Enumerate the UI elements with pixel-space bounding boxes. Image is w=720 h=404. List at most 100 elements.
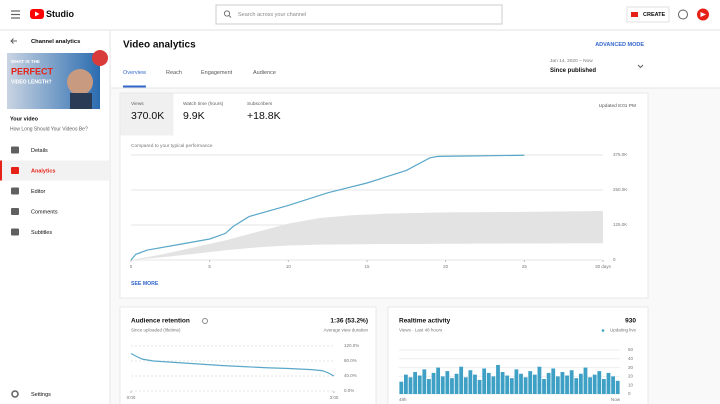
retention-value-label: Average view duration xyxy=(324,328,369,333)
nav-item[interactable]: Details xyxy=(31,148,48,154)
bar xyxy=(477,379,482,394)
x-end-label: Now xyxy=(611,397,621,402)
nav-icon xyxy=(11,228,19,236)
y-tick-label: 20 xyxy=(628,374,634,379)
bar xyxy=(560,372,565,394)
help-button[interactable] xyxy=(678,9,688,20)
bar xyxy=(491,376,496,394)
nav: Details Analytics Editor Comments Subtitles xyxy=(0,146,110,236)
realtime-subtitle[interactable]: Views · Last 48 hours xyxy=(399,328,443,333)
compare-note: Compared to your typical performance xyxy=(131,143,213,149)
card-title: Audience retention xyxy=(131,318,190,325)
bar xyxy=(597,371,602,394)
bar xyxy=(496,364,500,394)
info-icon[interactable] xyxy=(202,318,208,324)
retention-card xyxy=(119,306,377,404)
bar xyxy=(514,369,519,394)
settings-link[interactable]: Settings xyxy=(31,392,51,398)
bar xyxy=(542,379,546,394)
card-title: Realtime activity xyxy=(399,318,451,325)
logo-text[interactable]: Studio xyxy=(46,9,74,19)
create-label[interactable]: CREATE xyxy=(643,12,666,18)
bar xyxy=(606,372,611,394)
search-icon-handle xyxy=(228,15,232,18)
tab[interactable]: Reach xyxy=(166,70,182,76)
period-dropdown[interactable] xyxy=(637,64,644,69)
bar xyxy=(440,376,445,394)
bar xyxy=(546,372,551,394)
y-tick-label: 10 xyxy=(628,382,634,387)
metric-label[interactable]: Subscribers xyxy=(247,101,273,107)
x-tick-label: 20 xyxy=(443,264,449,269)
nav-item[interactable]: Comments xyxy=(31,209,58,215)
see-more-link[interactable]: SEE MORE xyxy=(131,281,159,287)
header xyxy=(111,31,720,88)
bar xyxy=(450,378,454,394)
x-tick-label: 15 xyxy=(364,264,370,269)
nav-icon xyxy=(11,208,19,215)
tab[interactable]: Audience xyxy=(253,70,276,76)
live-label: Updating live xyxy=(610,328,637,333)
nav-item[interactable]: Editor xyxy=(31,189,46,195)
create-button[interactable] xyxy=(626,6,670,23)
nav-item[interactable]: Analytics xyxy=(31,168,55,174)
metric-value[interactable]: +18.8K xyxy=(247,110,281,122)
bar xyxy=(459,366,464,394)
bar xyxy=(601,379,606,394)
sidebar-header: Channel analytics xyxy=(31,39,80,45)
thumbnail-badge xyxy=(92,50,108,66)
date-range[interactable]: Jan 14, 2020 – Now xyxy=(550,58,593,64)
metric-value[interactable]: 9.9K xyxy=(183,110,205,122)
bar xyxy=(436,367,441,394)
y-tick-label: 0 xyxy=(628,391,631,396)
bar xyxy=(509,378,514,394)
bar xyxy=(417,375,422,394)
nav-active-bar xyxy=(0,160,2,181)
bar xyxy=(569,370,574,394)
data-line xyxy=(130,352,335,377)
nav-icon xyxy=(11,187,19,195)
card-subtitle: Since uploaded (lifetime) xyxy=(131,328,181,333)
bar xyxy=(551,368,556,394)
tab[interactable]: Overview xyxy=(123,70,146,76)
advanced-mode-link[interactable]: ADVANCED MODE xyxy=(595,42,644,48)
bar xyxy=(500,372,505,394)
bar xyxy=(519,373,523,394)
period[interactable]: Since published xyxy=(550,68,596,74)
realtime-value: 930 xyxy=(625,318,636,325)
bar xyxy=(523,377,528,394)
y-tick-label: 125.0K xyxy=(613,222,627,227)
metric-selected-bg xyxy=(120,93,174,136)
y-tick-label: 0 xyxy=(613,257,616,262)
bar xyxy=(611,376,615,394)
bar xyxy=(537,366,542,394)
bar xyxy=(528,371,533,394)
video-title: How Long Should Your Videos Be? xyxy=(10,126,88,132)
x-tick-label: 5 xyxy=(208,264,211,269)
tab[interactable]: Engagement xyxy=(201,70,233,76)
search-icon xyxy=(223,10,231,17)
x-tick-label: 30 days xyxy=(595,264,612,269)
bar xyxy=(565,375,569,394)
y-tick-label: 30 xyxy=(628,365,634,370)
search-placeholder: Search across your channel xyxy=(238,12,306,18)
bar xyxy=(473,374,477,394)
page-title: Video analytics xyxy=(123,40,196,51)
tabs: Overview Reach Engagement Audience xyxy=(123,70,276,88)
search-box[interactable] xyxy=(215,4,503,25)
bar xyxy=(445,371,450,394)
bar xyxy=(505,375,510,394)
bar xyxy=(486,372,491,394)
thumbnail-line: WHAT IS THE xyxy=(11,59,40,64)
metric-value[interactable]: 370.0K xyxy=(131,110,164,122)
live-dot xyxy=(601,329,605,332)
y-tick-label: 80.0% xyxy=(344,358,357,363)
metric-label[interactable]: Watch time (hours) xyxy=(183,101,224,107)
menu-button[interactable] xyxy=(11,10,20,19)
nav-item[interactable]: Subtitles xyxy=(31,230,52,236)
metric-label[interactable]: Views xyxy=(131,101,144,107)
back-button[interactable] xyxy=(10,38,17,44)
bar xyxy=(583,367,588,394)
bar xyxy=(422,369,427,394)
